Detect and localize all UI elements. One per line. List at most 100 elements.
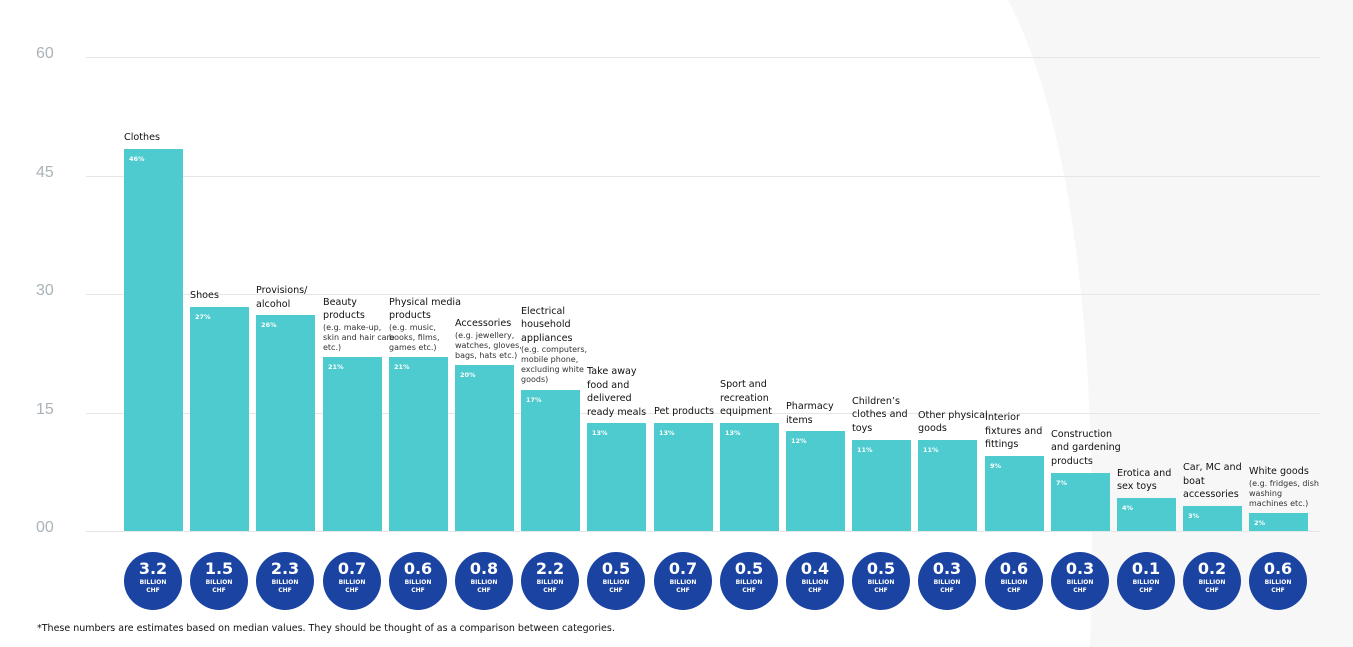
spend-bubble: 0.7 BILLION CHF bbox=[654, 552, 712, 610]
category-label: Electrical household appliances (e.g. com… bbox=[521, 305, 593, 386]
spend-bubble: 0.2 BILLION CHF bbox=[1183, 552, 1241, 610]
spend-currency: CHF bbox=[874, 587, 888, 594]
spend-unit: BILLION bbox=[271, 579, 299, 586]
category-name: Take away food and delivered ready meals bbox=[587, 366, 647, 418]
spend-bubble: 0.8 BILLION CHF bbox=[455, 552, 513, 610]
spend-unit: BILLION bbox=[933, 579, 961, 586]
category-name: Pet products bbox=[654, 406, 715, 418]
spend-amount: 0.7 bbox=[668, 559, 698, 578]
bar-value-label: 11% bbox=[923, 445, 939, 454]
spend-amount: 0.7 bbox=[337, 559, 367, 578]
category-name: Interior fixtures and fittings bbox=[985, 412, 1043, 451]
bar: 12% bbox=[786, 431, 845, 531]
bar-value-label: 27% bbox=[195, 313, 211, 322]
spend-bubble: 0.7 BILLION CHF bbox=[323, 552, 381, 610]
spend-currency: CHF bbox=[543, 587, 557, 594]
y-tick-label: 45 bbox=[36, 164, 54, 181]
spend-bubble: 1.5 BILLION CHF bbox=[190, 552, 248, 610]
bar-value-label: 12% bbox=[791, 437, 807, 446]
bar: 13% bbox=[720, 423, 779, 531]
bar: 21% bbox=[323, 356, 382, 531]
spend-currency: CHF bbox=[676, 587, 690, 594]
spend-currency: CHF bbox=[940, 587, 954, 594]
category-name: Car, MC and boat accessories bbox=[1183, 462, 1242, 501]
spend-bubble: 2.2 BILLION CHF bbox=[521, 552, 579, 610]
spend-unit: BILLION bbox=[470, 579, 498, 586]
bar-value-label: 46% bbox=[129, 155, 145, 164]
spend-bubble: 0.4 BILLION CHF bbox=[786, 552, 844, 610]
bar-value-label: 13% bbox=[592, 429, 608, 438]
bar: 20% bbox=[455, 365, 514, 531]
category-label: Accessories (e.g. jewellery, watches, glo… bbox=[455, 317, 527, 361]
spend-unit: BILLION bbox=[602, 579, 630, 586]
category-subtitle: (e.g. music, books, films, games etc.) bbox=[389, 322, 440, 352]
bar: 21% bbox=[389, 356, 448, 531]
spend-unit: BILLION bbox=[338, 579, 366, 586]
spend-amount: 0.5 bbox=[601, 559, 631, 578]
category-name: Provisions/ alcohol bbox=[256, 285, 308, 310]
category-name: Construction and gardening products bbox=[1051, 428, 1121, 467]
spend-amount: 0.6 bbox=[999, 559, 1029, 578]
bar: 27% bbox=[190, 307, 249, 531]
spend-bubble: 0.1 BILLION CHF bbox=[1117, 552, 1175, 610]
bar-value-label: 17% bbox=[526, 395, 542, 404]
spend-currency: CHF bbox=[278, 587, 292, 594]
category-label: Interior fixtures and fittings bbox=[985, 411, 1057, 452]
spend-amount: 2.2 bbox=[535, 559, 565, 578]
category-label: Beauty products (e.g. make-up, skin and h… bbox=[323, 296, 395, 353]
spend-amount: 0.1 bbox=[1131, 559, 1161, 578]
bar-value-label: 9% bbox=[990, 462, 1002, 471]
spend-currency: CHF bbox=[1271, 587, 1285, 594]
gridline bbox=[86, 57, 1320, 58]
y-tick-label: 15 bbox=[36, 401, 54, 418]
category-label: Provisions/ alcohol bbox=[256, 284, 328, 311]
category-name: Sport and recreation equipment bbox=[720, 379, 772, 418]
spend-bubble: 0.5 BILLION CHF bbox=[852, 552, 910, 610]
gridline bbox=[86, 531, 1320, 532]
category-name: Physical media products bbox=[389, 296, 461, 322]
category-label: Clothes bbox=[124, 131, 196, 145]
category-subtitle: (e.g. computers, mobile phone, excluding… bbox=[521, 345, 588, 385]
category-label: Car, MC and boat accessories bbox=[1183, 461, 1255, 502]
footnote: *These numbers are estimates based on me… bbox=[37, 623, 615, 634]
bar: 11% bbox=[852, 439, 911, 531]
spend-bubble: 0.6 BILLION CHF bbox=[985, 552, 1043, 610]
category-label: Erotica and sex toys bbox=[1117, 467, 1189, 494]
bar: 11% bbox=[918, 439, 977, 531]
spend-bubble: 3.2 BILLION CHF bbox=[124, 552, 182, 610]
spend-currency: CHF bbox=[742, 587, 756, 594]
spend-currency: CHF bbox=[477, 587, 491, 594]
spend-amount: 0.5 bbox=[866, 559, 896, 578]
category-subtitle: (e.g. jewellery, watches, gloves, bags, … bbox=[455, 330, 522, 360]
category-name: White goods bbox=[1249, 466, 1309, 477]
bar: 13% bbox=[654, 423, 713, 531]
category-name: Other physical goods bbox=[918, 409, 988, 435]
category-label: Take away food and delivered ready meals bbox=[587, 365, 659, 419]
category-name: Accessories bbox=[455, 318, 512, 330]
spend-currency: CHF bbox=[609, 587, 623, 594]
spend-unit: BILLION bbox=[1132, 579, 1160, 586]
category-name: Shoes bbox=[190, 290, 219, 302]
category-subtitle: (e.g. make-up, skin and hair care etc.) bbox=[323, 322, 395, 352]
y-tick-label: 30 bbox=[36, 282, 54, 299]
spend-unit: BILLION bbox=[205, 579, 233, 586]
spend-currency: CHF bbox=[808, 587, 822, 594]
spend-currency: CHF bbox=[345, 587, 359, 594]
spend-bubble: 2.3 BILLION CHF bbox=[256, 552, 314, 610]
bar: 3% bbox=[1183, 506, 1242, 531]
category-label: Shoes bbox=[190, 289, 262, 303]
spend-currency: CHF bbox=[1073, 587, 1087, 594]
gridline bbox=[86, 294, 1320, 295]
bar-value-label: 3% bbox=[1188, 512, 1200, 521]
category-label: Sport and recreation equipment bbox=[720, 378, 792, 419]
spend-amount: 1.5 bbox=[204, 559, 234, 578]
spend-amount: 0.6 bbox=[1263, 559, 1293, 578]
bar: 2% bbox=[1249, 513, 1308, 531]
category-label: Children’s clothes and toys bbox=[852, 395, 924, 436]
spend-bubble: 0.5 BILLION CHF bbox=[587, 552, 645, 610]
spend-amount: 0.8 bbox=[469, 559, 499, 578]
category-name: Clothes bbox=[124, 132, 160, 144]
spend-currency: CHF bbox=[1205, 587, 1219, 594]
spend-unit: BILLION bbox=[867, 579, 895, 586]
category-label: Pet products bbox=[654, 405, 726, 419]
